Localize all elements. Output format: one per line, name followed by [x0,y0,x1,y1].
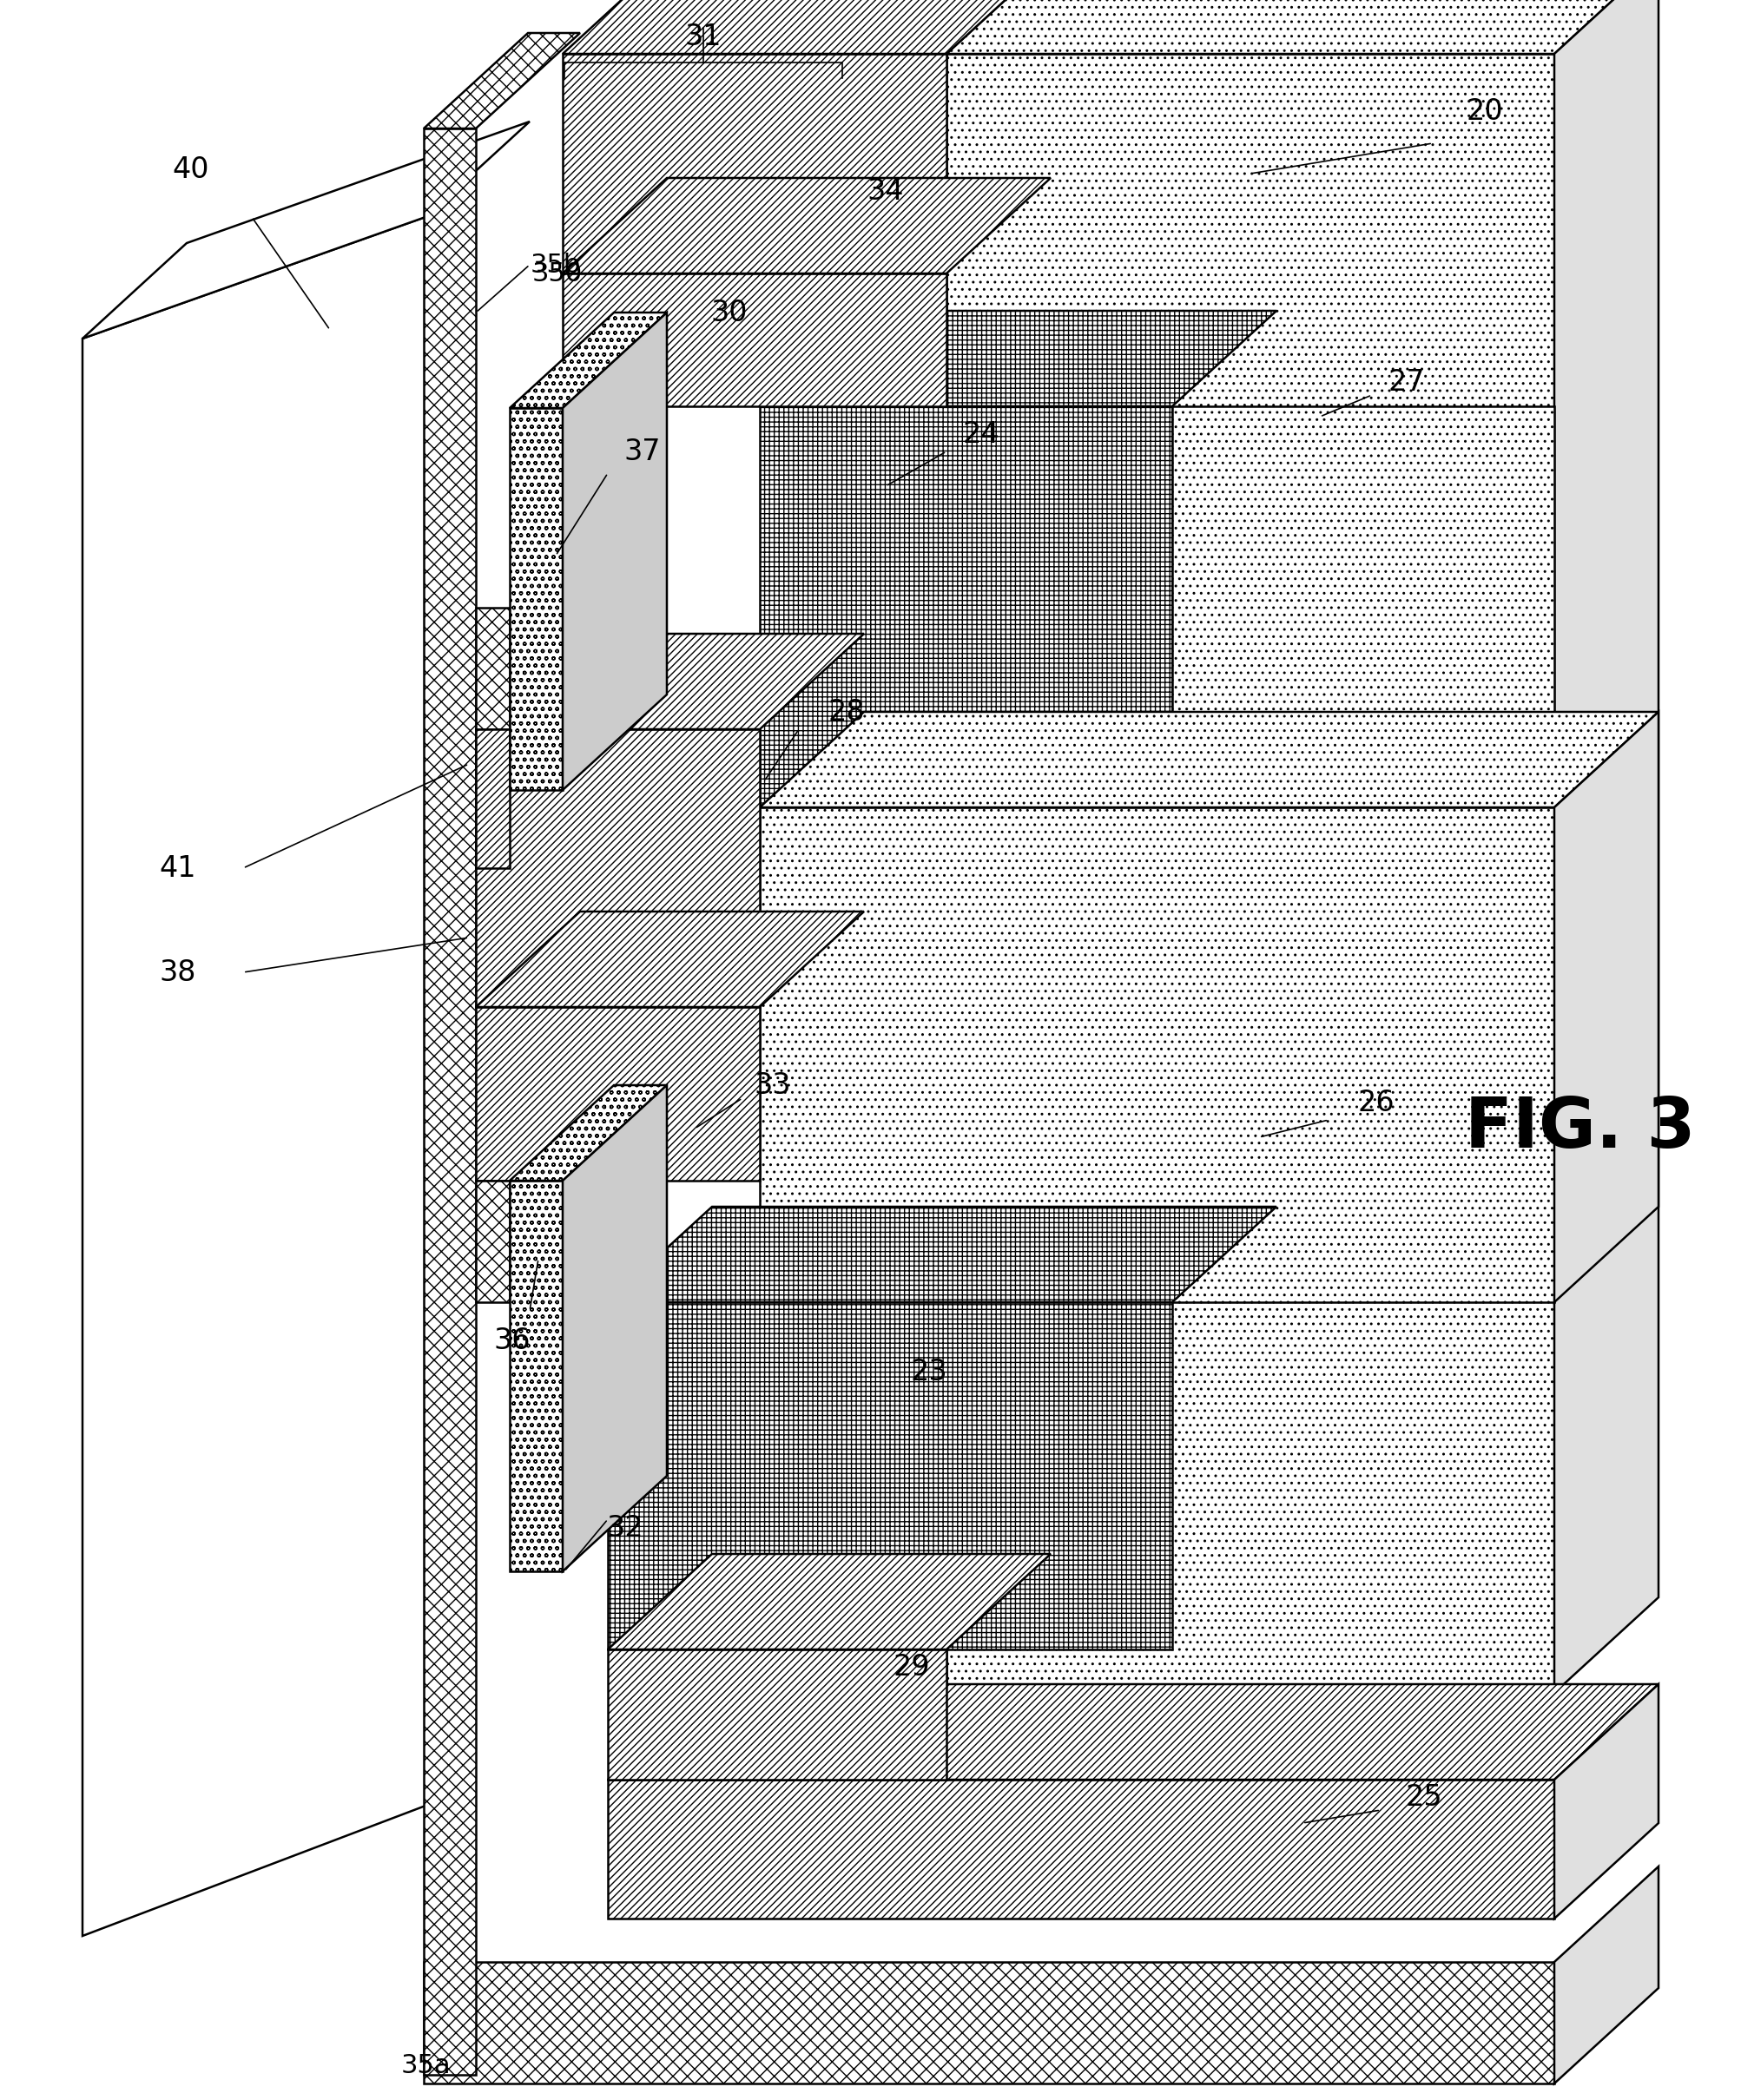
Polygon shape [562,55,945,273]
Polygon shape [608,1554,1050,1648]
Text: 34: 34 [867,176,904,206]
Text: 33: 33 [754,1071,790,1100]
Text: 28: 28 [827,697,865,727]
Text: 35a: 35a [400,2054,451,2079]
Text: 38: 38 [160,958,197,987]
Text: 24: 24 [963,420,999,449]
Polygon shape [608,1208,1276,1302]
Polygon shape [759,405,1172,806]
Text: 36: 36 [494,1327,531,1357]
Text: 25: 25 [1405,1783,1442,1812]
Polygon shape [608,1779,1553,1919]
Text: FIG. 3: FIG. 3 [1464,1094,1694,1163]
Text: 20: 20 [1466,97,1502,126]
Polygon shape [1553,712,1657,1302]
Polygon shape [423,1961,1553,2083]
Text: 40: 40 [172,155,209,183]
Polygon shape [562,273,945,405]
Polygon shape [1172,405,1553,806]
Polygon shape [510,313,667,407]
Polygon shape [475,729,759,1008]
Polygon shape [608,1648,945,1779]
Text: 29: 29 [893,1653,930,1682]
Polygon shape [510,1180,562,1571]
Polygon shape [82,216,425,1936]
Polygon shape [562,1086,667,1571]
Polygon shape [475,911,864,1008]
Polygon shape [475,729,510,867]
Text: 26: 26 [1358,1088,1395,1117]
Polygon shape [82,122,529,338]
Polygon shape [945,0,1657,55]
Polygon shape [759,311,1276,405]
Polygon shape [608,1302,1172,1648]
Polygon shape [475,1008,759,1180]
Polygon shape [423,34,580,128]
Text: 41: 41 [160,855,197,882]
Polygon shape [475,634,864,729]
Text: 32: 32 [606,1514,644,1541]
Polygon shape [510,407,562,790]
Polygon shape [562,178,1050,273]
Polygon shape [423,128,475,2075]
Text: 31: 31 [684,23,721,50]
Polygon shape [562,313,667,790]
Polygon shape [562,0,1050,55]
Polygon shape [1553,1867,1657,2083]
Polygon shape [475,607,510,729]
Text: 23: 23 [911,1357,947,1386]
Text: 37: 37 [623,437,660,466]
Polygon shape [945,55,1553,1693]
Polygon shape [608,1684,1657,1779]
Polygon shape [1553,0,1657,1693]
Text: 30: 30 [710,298,747,328]
Polygon shape [759,806,1553,1302]
Polygon shape [1553,1684,1657,1919]
Polygon shape [759,712,1657,806]
Polygon shape [510,1086,667,1180]
Polygon shape [475,1180,510,1302]
Text: 350: 350 [533,260,583,286]
Text: 35b: 35b [531,252,581,277]
Text: 27: 27 [1388,367,1424,397]
